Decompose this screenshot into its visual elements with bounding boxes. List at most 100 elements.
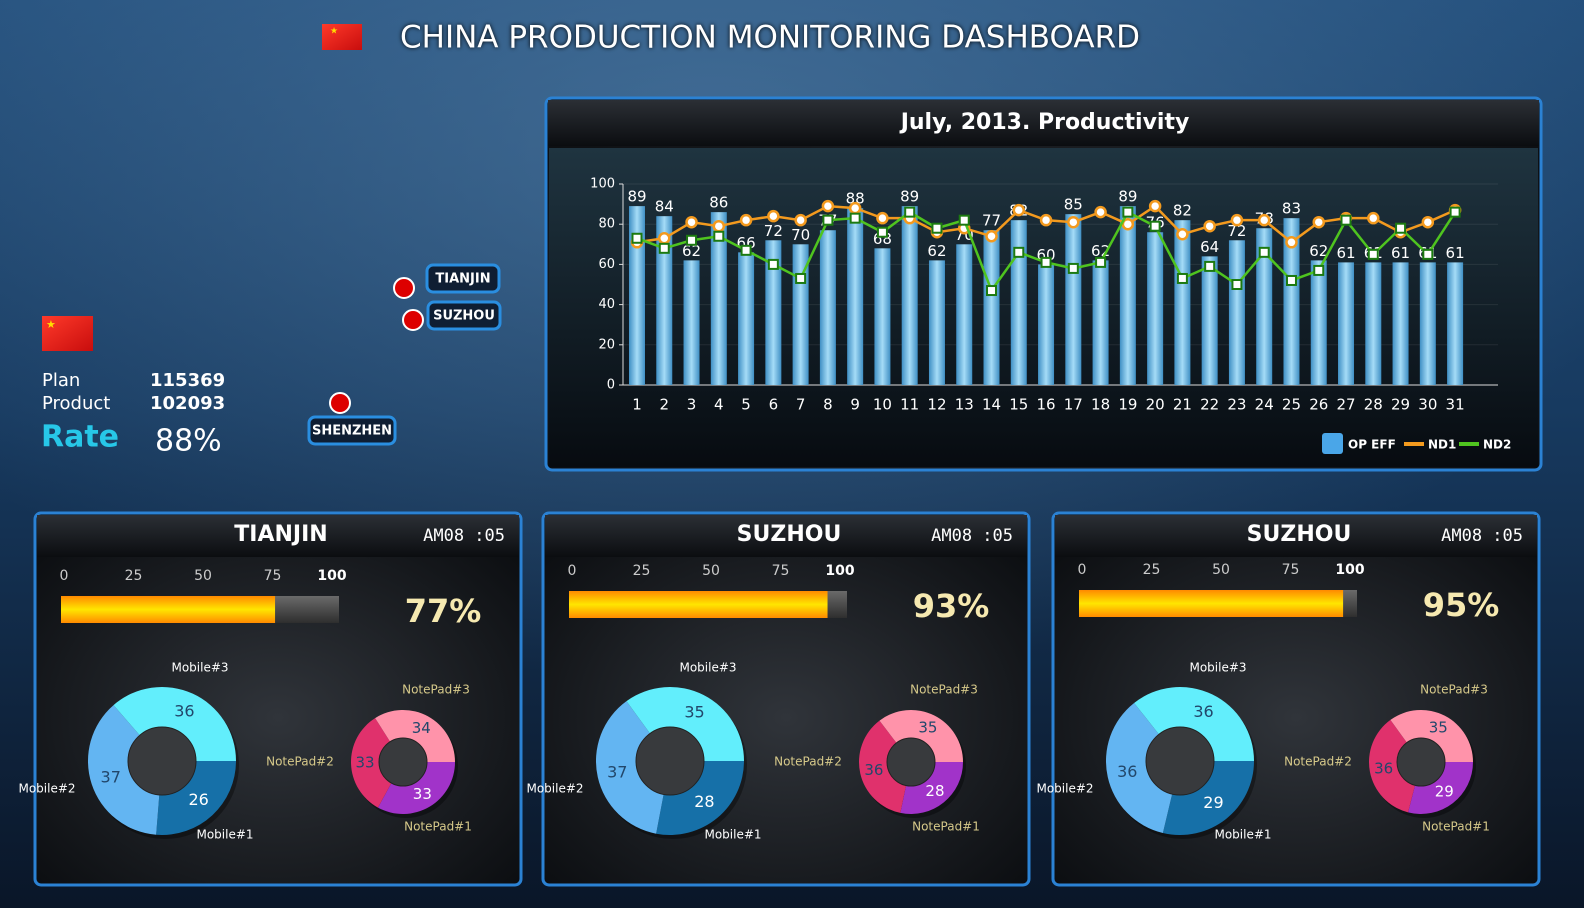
donut-segment — [858, 720, 907, 813]
donut-segment — [1390, 710, 1473, 762]
bar — [1365, 262, 1382, 385]
line-marker — [958, 214, 970, 226]
bar — [683, 260, 700, 385]
donut-category-label: Mobile#1 — [704, 828, 761, 842]
x-tick-label: 17 — [1064, 396, 1083, 414]
panel-title: SUZHOU — [1247, 522, 1352, 547]
line-marker — [1230, 213, 1244, 227]
bar-value-label: 84 — [655, 198, 674, 216]
x-tick-label: 14 — [982, 396, 1001, 414]
line-marker — [1395, 222, 1407, 234]
flag-star: ★ — [46, 318, 56, 331]
x-tick-label: 4 — [714, 396, 724, 414]
city-label: SHENZHEN — [312, 424, 392, 439]
bar — [1201, 256, 1218, 385]
line-marker — [1067, 262, 1079, 274]
x-tick-label: 5 — [741, 396, 751, 414]
donut-category-label: NotePad#3 — [1420, 683, 1488, 697]
flag — [42, 316, 93, 351]
x-tick-label: 31 — [1446, 396, 1465, 414]
x-tick-label: 30 — [1418, 396, 1437, 414]
donut-segment — [879, 710, 963, 762]
bar-value-label: 72 — [1227, 222, 1246, 240]
bar — [1338, 262, 1355, 385]
bar — [819, 230, 836, 385]
donut-segment — [656, 761, 744, 836]
line-marker — [1039, 213, 1053, 227]
x-tick-label: 1 — [632, 396, 642, 414]
donut-segment — [1408, 762, 1473, 815]
rate-label: Rate — [41, 420, 119, 455]
page-title: CHINA PRODUCTION MONITORING DASHBOARD — [400, 20, 1140, 56]
gauge-tick-label: 75 — [1282, 562, 1300, 578]
gauge-tick-label: 50 — [1212, 562, 1230, 578]
line-marker — [1067, 215, 1080, 229]
gauge-tick-label: 75 — [772, 563, 790, 579]
x-tick-label: 7 — [796, 396, 806, 414]
bar-value-label: 89 — [900, 188, 919, 206]
panel-title: SUZHOU — [737, 522, 842, 547]
donut-value-label: 34 — [412, 719, 431, 737]
donut-segment — [113, 686, 236, 761]
x-tick-label: 8 — [823, 396, 833, 414]
gauge-tick-label: 50 — [702, 563, 720, 579]
bar — [1119, 206, 1136, 385]
line-marker — [713, 230, 725, 242]
line-marker — [739, 213, 753, 227]
bar-value-label: 61 — [1446, 244, 1465, 262]
line-marker — [1449, 206, 1461, 218]
line-marker — [767, 209, 780, 223]
panel-time: AM08 :05 — [931, 526, 1013, 546]
line-marker — [631, 232, 643, 244]
donut-segment — [375, 709, 455, 762]
flag — [322, 24, 362, 50]
donut-segment — [900, 762, 963, 815]
x-tick-label: 22 — [1200, 396, 1219, 414]
bar — [1419, 262, 1436, 385]
donut-category-label: Mobile#3 — [679, 661, 736, 675]
line-marker — [848, 201, 862, 215]
bar-value-label: 77 — [982, 212, 1001, 230]
x-tick-label: 28 — [1364, 396, 1383, 414]
line-marker — [985, 230, 998, 243]
x-tick-label: 15 — [1009, 396, 1028, 414]
bar-value-label: 64 — [1200, 238, 1219, 256]
plan-value: 115369 — [150, 370, 225, 391]
donut-category-label: NotePad#2 — [266, 755, 334, 769]
x-tick-label: 16 — [1037, 396, 1056, 414]
donut-value-label: 36 — [1193, 702, 1213, 721]
y-tick-label: 80 — [598, 217, 615, 232]
line-marker — [658, 242, 670, 254]
bar — [847, 208, 864, 385]
donut-value-label: 28 — [694, 792, 714, 811]
line-marker — [712, 219, 726, 233]
bar-value-label: 61 — [1391, 244, 1410, 262]
gauge-tick-label: 25 — [1143, 562, 1161, 578]
bar — [1065, 214, 1082, 385]
bar-value-label: 61 — [1336, 244, 1355, 262]
city-label-box — [425, 263, 501, 294]
donut-category-label: NotePad#1 — [912, 820, 980, 834]
panel-header — [545, 515, 1027, 557]
gauge-tick-label: 100 — [1335, 562, 1364, 578]
donut-value-label: 28 — [925, 782, 944, 800]
line-marker — [1367, 248, 1379, 260]
gauge-tick-label: 0 — [1078, 562, 1087, 578]
bar-value-label: 88 — [846, 190, 865, 208]
line-marker — [1094, 205, 1107, 219]
donut-segment — [1368, 719, 1416, 813]
line-marker — [1313, 264, 1325, 276]
donut-segment — [595, 701, 664, 834]
line-marker — [1285, 274, 1297, 286]
gauge-bar — [61, 596, 276, 623]
donut-hole — [635, 726, 705, 796]
city-label: TIANJIN — [435, 272, 490, 287]
bar — [1447, 262, 1464, 385]
donut-segment — [1134, 687, 1254, 761]
donut-category-label: NotePad#3 — [910, 683, 978, 697]
gauge-tick-label: 50 — [194, 568, 212, 584]
donut-segment — [1105, 702, 1173, 833]
bar — [1038, 264, 1055, 385]
line-marker — [1204, 260, 1216, 272]
bar — [1092, 260, 1109, 385]
